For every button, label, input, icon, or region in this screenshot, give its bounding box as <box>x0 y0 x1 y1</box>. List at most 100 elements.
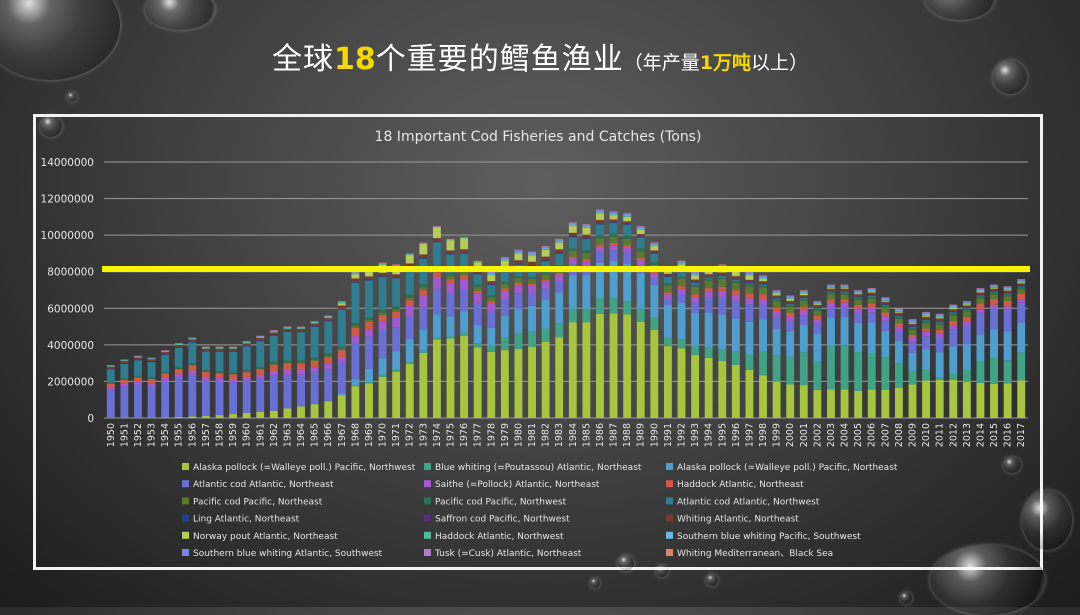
bar-segment <box>474 347 482 418</box>
bar-segment <box>406 298 414 301</box>
bar-segment <box>555 273 563 275</box>
bar-segment <box>800 315 808 325</box>
bar-segment <box>392 327 400 351</box>
bar-segment <box>596 224 604 225</box>
bar-segment <box>107 369 115 370</box>
bar-segment <box>963 304 971 305</box>
x-tick-label: 1974 <box>432 423 443 447</box>
bar-segment <box>773 355 781 381</box>
bar-segment <box>813 303 821 304</box>
legend-label: Southern blue whiting Atlantic, Southwes… <box>193 549 383 559</box>
bar-segment <box>895 316 903 317</box>
bar-segment <box>868 295 876 296</box>
bar-segment <box>596 314 604 418</box>
legend-label: Alaska pollock (=Walleye poll.) Pacific,… <box>193 463 416 473</box>
bar-segment <box>419 295 427 307</box>
bar-segment <box>256 412 264 418</box>
bar-segment <box>691 275 699 276</box>
bar-segment <box>800 325 808 352</box>
bar-segment <box>705 292 713 298</box>
bar-segment <box>664 276 672 277</box>
bar-segment <box>936 378 944 380</box>
bar-segment <box>338 395 346 418</box>
title-part1: 全球 <box>272 42 334 77</box>
bar-segment <box>746 370 754 418</box>
x-tick-label: 1983 <box>554 423 565 447</box>
bar-segment <box>487 274 495 275</box>
bar-segment <box>637 251 645 258</box>
bar-segment <box>854 352 862 391</box>
bar-segment <box>460 333 468 336</box>
bar-segment <box>963 308 971 309</box>
bar-segment <box>623 248 631 253</box>
x-tick-label: 1992 <box>677 423 688 447</box>
bar-segment <box>773 317 781 329</box>
bar-segment <box>351 328 359 337</box>
bar-segment <box>990 299 998 305</box>
bar-segment <box>773 302 781 308</box>
bar-segment <box>338 393 346 395</box>
bar-segment <box>678 264 686 265</box>
bar-segment <box>909 322 917 323</box>
bar-segment <box>365 336 373 369</box>
bubble-decoration <box>67 92 77 102</box>
bar-segment <box>216 373 224 378</box>
bar-segment <box>868 323 876 353</box>
x-tick-label: 1977 <box>473 423 484 447</box>
bar-segment <box>474 274 482 284</box>
bar-segment <box>542 247 550 248</box>
bar-segment <box>365 381 373 383</box>
bar-segment <box>270 330 278 331</box>
bar-segment <box>990 287 998 288</box>
legend-label: Tusk (=Cusk) Atlantic, Northeast <box>434 549 582 559</box>
bar-segment <box>1004 310 1012 331</box>
bar-segment <box>854 313 862 323</box>
bar-segment <box>949 308 957 309</box>
bar-segment <box>1017 287 1025 289</box>
x-tick-label: 2002 <box>812 423 823 447</box>
bar-segment <box>881 304 889 305</box>
bar-segment <box>501 284 509 288</box>
bar-segment <box>678 261 686 262</box>
bar-segment <box>827 303 835 308</box>
bar-segment <box>555 337 563 418</box>
bar-segment <box>515 278 523 283</box>
bar-segment <box>161 378 169 381</box>
x-tick-label: 2007 <box>880 423 891 447</box>
bar-segment <box>759 288 767 295</box>
bar-segment <box>664 274 672 276</box>
bar-segment <box>623 216 631 217</box>
bar-segment <box>786 317 794 322</box>
bar-segment <box>977 295 985 296</box>
bar-segment <box>786 313 794 317</box>
bar-segment <box>705 358 713 418</box>
bar-segment <box>746 286 754 293</box>
x-tick-label: 1969 <box>364 423 375 447</box>
bar-segment <box>786 331 794 357</box>
bar-segment <box>990 288 998 289</box>
bar-segment <box>175 374 183 378</box>
bar-segment <box>977 309 985 313</box>
legend-swatch <box>424 515 431 522</box>
bar-segment <box>515 254 523 261</box>
bar-segment <box>161 352 169 354</box>
bar-segment <box>392 307 400 310</box>
bar-segment <box>351 272 359 273</box>
bar-segment <box>406 300 414 305</box>
bar-segment <box>868 304 876 308</box>
bar-segment <box>963 382 971 418</box>
x-tick-label: 1988 <box>622 423 633 447</box>
bar-segment <box>365 280 373 281</box>
bar-segment <box>759 276 767 277</box>
bar-segment <box>623 213 631 214</box>
bar-segment <box>338 305 346 308</box>
bar-segment <box>582 275 590 308</box>
bar-segment <box>922 312 930 313</box>
bar-segment <box>528 293 536 306</box>
bar-segment <box>542 250 550 257</box>
x-tick-label: 1982 <box>541 423 552 447</box>
bar-segment <box>922 329 930 332</box>
bar-segment <box>161 372 169 373</box>
bar-segment <box>229 347 237 348</box>
bar-segment <box>351 283 359 323</box>
